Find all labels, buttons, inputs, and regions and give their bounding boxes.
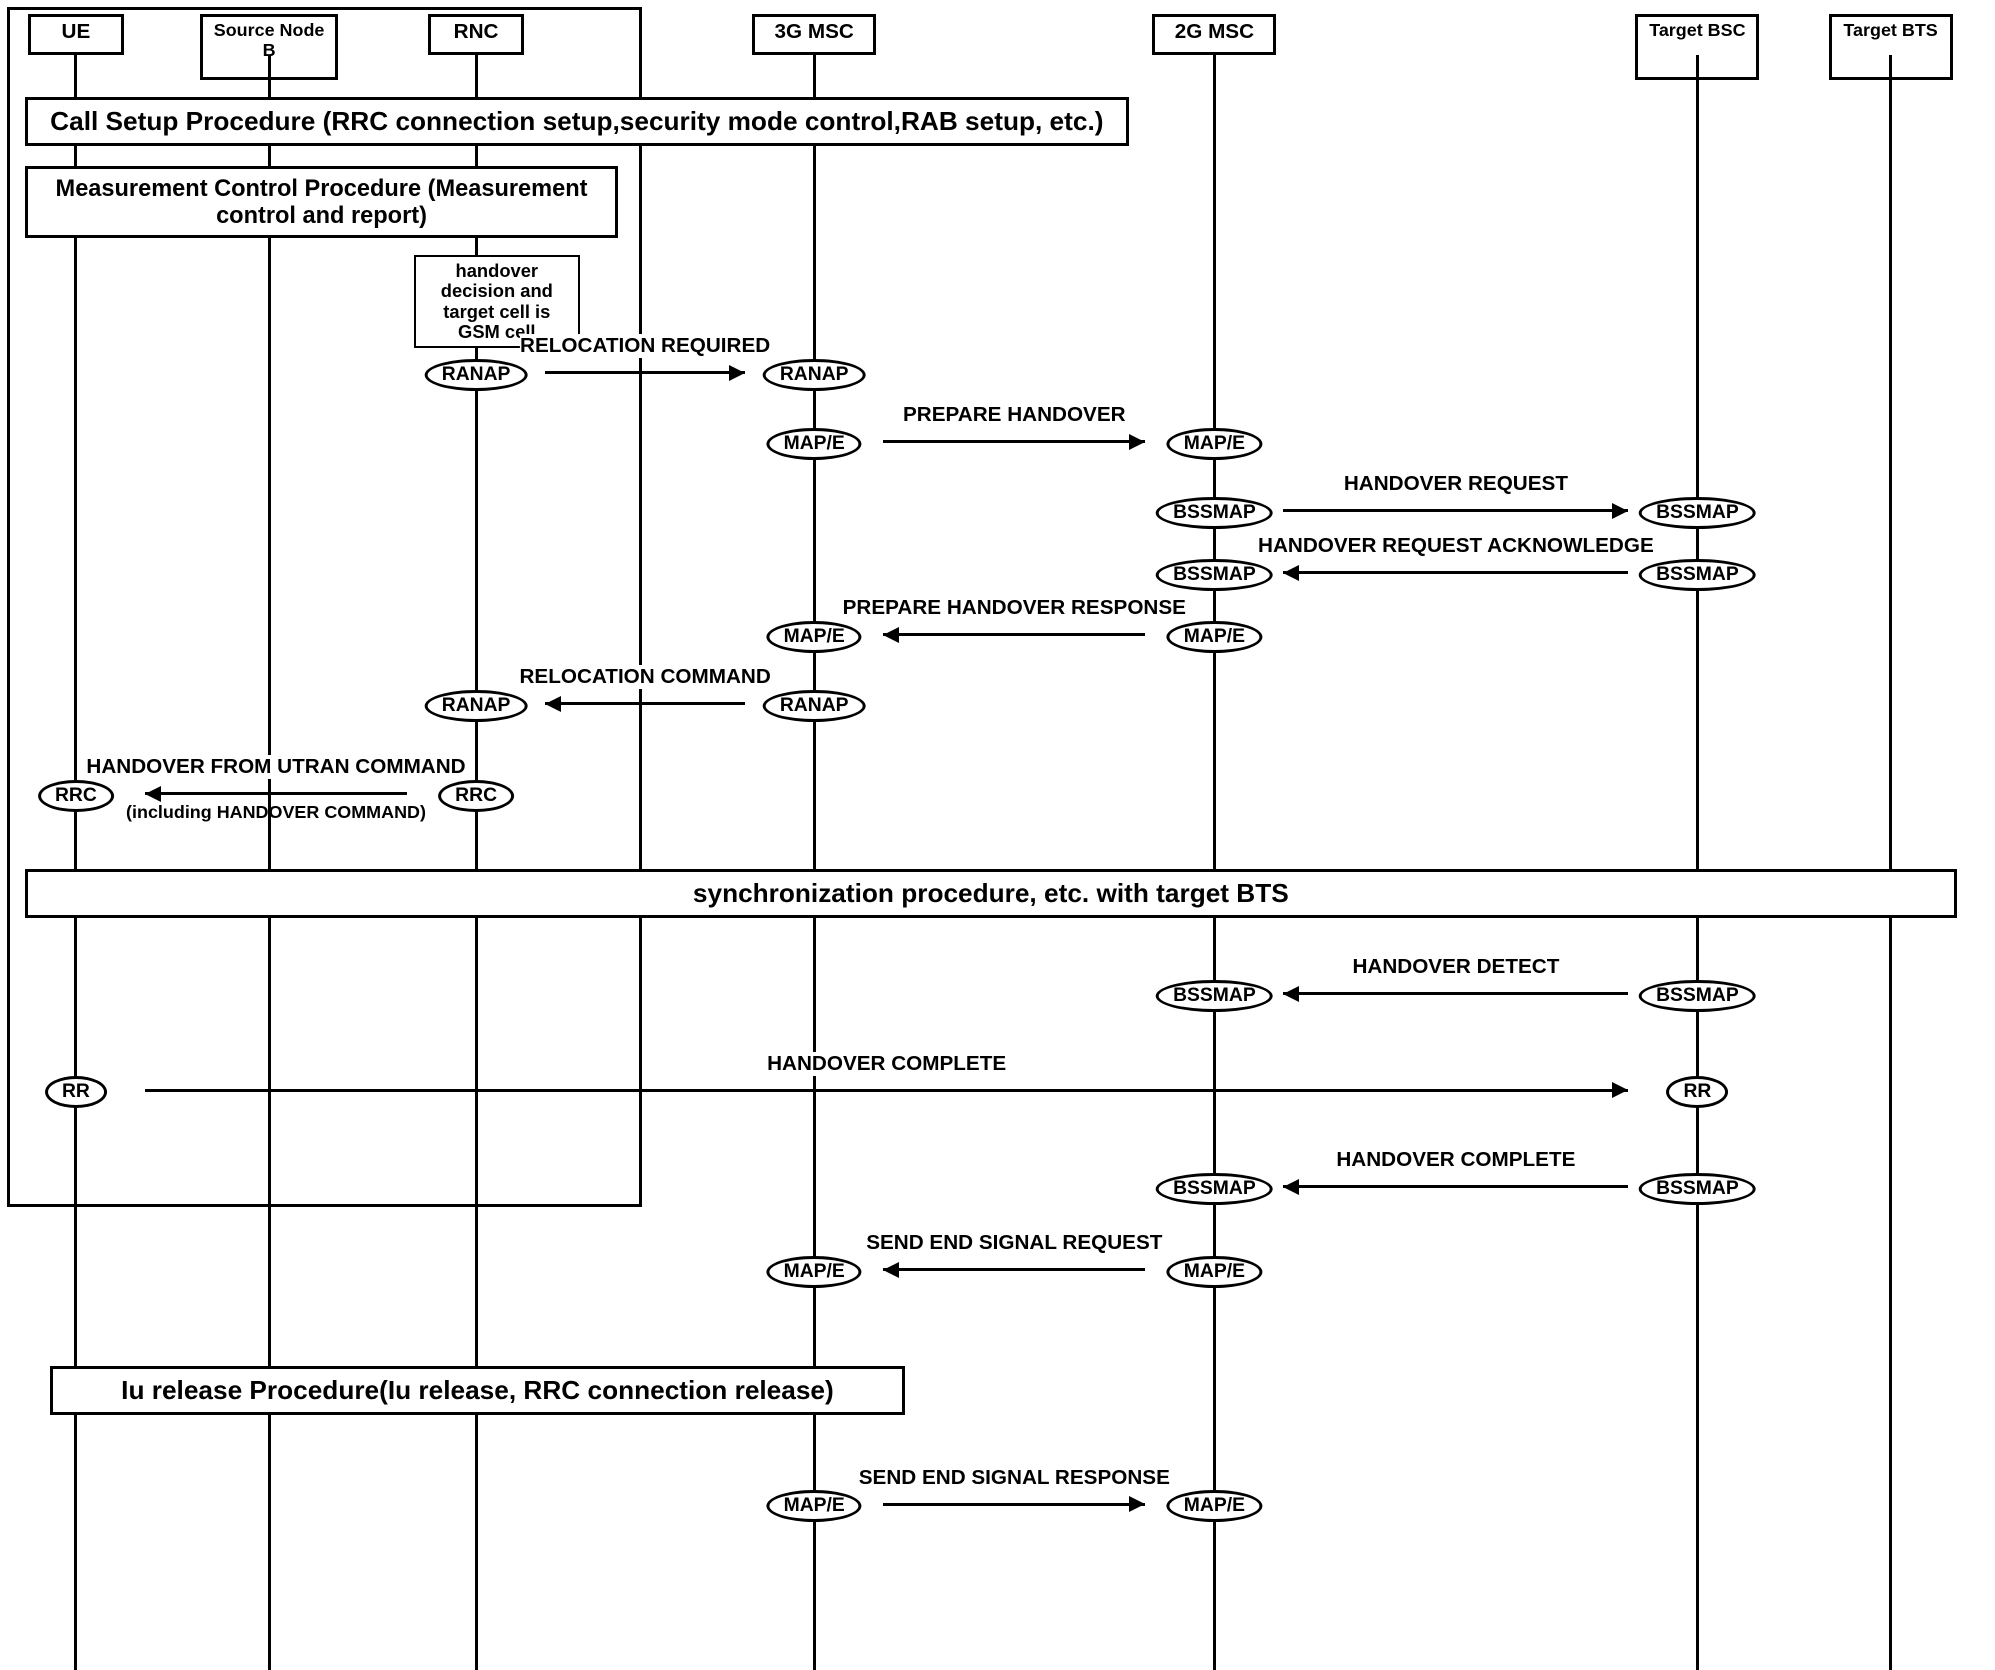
proto-1-from: MAP/E bbox=[767, 428, 862, 460]
actor-msc2g: 2G MSC bbox=[1152, 14, 1276, 55]
msg-11-head bbox=[1129, 1496, 1145, 1512]
proto-2-from: BSSMAP bbox=[1156, 497, 1273, 529]
proto-2-to: BSSMAP bbox=[1639, 497, 1756, 529]
proto-1-to: MAP/E bbox=[1167, 428, 1262, 460]
proto-5-from: RANAP bbox=[763, 690, 866, 722]
msg-label-11: SEND END SIGNAL RESPONSE bbox=[859, 1466, 1170, 1490]
actor-msc3g: 3G MSC bbox=[752, 14, 876, 55]
actor-ue: UE bbox=[28, 14, 125, 55]
msg-1-line bbox=[883, 440, 1145, 443]
proto-4-to: MAP/E bbox=[767, 621, 862, 653]
msg-label-3: HANDOVER REQUEST ACKNOWLEDGE bbox=[1258, 534, 1654, 558]
lifeline-ue bbox=[74, 55, 77, 1670]
msg-label-7: HANDOVER DETECT bbox=[1352, 955, 1559, 979]
msg-sublabel-6: (including HANDOVER COMMAND) bbox=[126, 802, 426, 823]
msg-label-8: HANDOVER COMPLETE bbox=[767, 1052, 1006, 1076]
msg-9-line bbox=[1283, 1185, 1628, 1188]
msg-label-6: HANDOVER FROM UTRAN COMMAND bbox=[86, 755, 465, 779]
msg-6-line bbox=[145, 792, 407, 795]
proto-11-from: MAP/E bbox=[767, 1490, 862, 1522]
lifeline-nodeb bbox=[268, 55, 271, 1670]
proto-3-from: BSSMAP bbox=[1639, 559, 1756, 591]
proto-4-from: MAP/E bbox=[1167, 621, 1262, 653]
msg-7-line bbox=[1283, 992, 1628, 995]
msg-5-head bbox=[545, 696, 561, 712]
msg-10-line bbox=[883, 1268, 1145, 1271]
msg-0-line bbox=[545, 371, 745, 374]
proto-7-from: BSSMAP bbox=[1639, 980, 1756, 1012]
proto-11-to: MAP/E bbox=[1167, 1490, 1262, 1522]
msg-4-head bbox=[883, 627, 899, 643]
msg-8-head bbox=[1612, 1082, 1628, 1098]
proto-7-to: BSSMAP bbox=[1156, 980, 1273, 1012]
proto-9-from: BSSMAP bbox=[1639, 1173, 1756, 1205]
msg-10-head bbox=[883, 1262, 899, 1278]
msg-label-2: HANDOVER REQUEST bbox=[1344, 472, 1568, 496]
msg-3-line bbox=[1283, 571, 1628, 574]
proto-3-to: BSSMAP bbox=[1156, 559, 1273, 591]
proto-8-from: RR bbox=[45, 1076, 107, 1108]
lifeline-tbts bbox=[1889, 55, 1892, 1670]
msg-label-1: PREPARE HANDOVER bbox=[903, 403, 1126, 427]
msg-3-head bbox=[1283, 565, 1299, 581]
msg-2-line bbox=[1283, 509, 1628, 512]
msg-label-0: RELOCATION REQUIRED bbox=[520, 334, 770, 358]
msg-2-head bbox=[1612, 503, 1628, 519]
proto-6-to: RRC bbox=[38, 780, 114, 812]
lifeline-msc3g bbox=[813, 55, 816, 1670]
proc-synchronization: synchronization procedure, etc. with tar… bbox=[25, 869, 1957, 918]
proto-9-to: BSSMAP bbox=[1156, 1173, 1273, 1205]
proc-call-setup: Call Setup Procedure (RRC connection set… bbox=[25, 97, 1129, 146]
msg-5-line bbox=[545, 702, 745, 705]
msg-11-line bbox=[883, 1503, 1145, 1506]
msg-label-4: PREPARE HANDOVER RESPONSE bbox=[843, 596, 1186, 620]
msg-1-head bbox=[1129, 434, 1145, 450]
msg-label-9: HANDOVER COMPLETE bbox=[1336, 1148, 1575, 1172]
actor-rnc: RNC bbox=[428, 14, 525, 55]
proc-iu-release: Iu release Procedure(Iu release, RRC con… bbox=[50, 1366, 906, 1415]
msg-9-head bbox=[1283, 1179, 1299, 1195]
proto-0-to: RANAP bbox=[763, 359, 866, 391]
proto-5-to: RANAP bbox=[425, 690, 528, 722]
proto-10-to: MAP/E bbox=[767, 1256, 862, 1288]
lifeline-tbsc bbox=[1696, 55, 1699, 1670]
msg-6-head bbox=[145, 786, 161, 802]
msg-label-5: RELOCATION COMMAND bbox=[519, 665, 770, 689]
proto-10-from: MAP/E bbox=[1167, 1256, 1262, 1288]
msg-0-head bbox=[729, 365, 745, 381]
msg-label-10: SEND END SIGNAL REQUEST bbox=[866, 1231, 1162, 1255]
proto-0-from: RANAP bbox=[425, 359, 528, 391]
proc-measurement-control: Measurement Control Procedure (Measureme… bbox=[25, 166, 618, 238]
proto-8-to: RR bbox=[1666, 1076, 1728, 1108]
lifeline-msc2g bbox=[1213, 55, 1216, 1670]
msg-7-head bbox=[1283, 986, 1299, 1002]
msg-4-line bbox=[883, 633, 1145, 636]
proto-6-from: RRC bbox=[438, 780, 514, 812]
msg-8-line bbox=[145, 1089, 1629, 1092]
